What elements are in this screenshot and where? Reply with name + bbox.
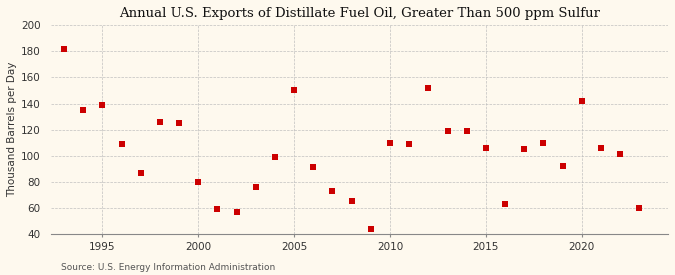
Point [634, 206, 645, 210]
Point [404, 142, 414, 146]
Point [116, 142, 127, 146]
Point [346, 199, 357, 204]
Point [500, 202, 510, 206]
Point [481, 146, 491, 150]
Point [365, 227, 376, 231]
Point [595, 146, 606, 150]
Point [269, 155, 280, 159]
Point [615, 152, 626, 156]
Point [193, 180, 204, 184]
Point [289, 88, 300, 93]
Point [173, 121, 184, 125]
Point [59, 46, 70, 51]
Point [97, 103, 108, 107]
Point [250, 185, 261, 189]
Point [308, 165, 319, 170]
Point [576, 99, 587, 103]
Point [155, 120, 165, 124]
Point [519, 147, 530, 151]
Point [212, 207, 223, 211]
Point [385, 141, 396, 145]
Y-axis label: Thousand Barrels per Day: Thousand Barrels per Day [7, 62, 17, 197]
Point [461, 129, 472, 133]
Point [557, 164, 568, 168]
Point [327, 189, 338, 193]
Point [78, 108, 88, 112]
Point [423, 86, 434, 90]
Point [232, 210, 242, 214]
Point [135, 170, 146, 175]
Text: Source: U.S. Energy Information Administration: Source: U.S. Energy Information Administ… [61, 263, 275, 272]
Point [538, 141, 549, 145]
Point [442, 129, 453, 133]
Title: Annual U.S. Exports of Distillate Fuel Oil, Greater Than 500 ppm Sulfur: Annual U.S. Exports of Distillate Fuel O… [119, 7, 600, 20]
